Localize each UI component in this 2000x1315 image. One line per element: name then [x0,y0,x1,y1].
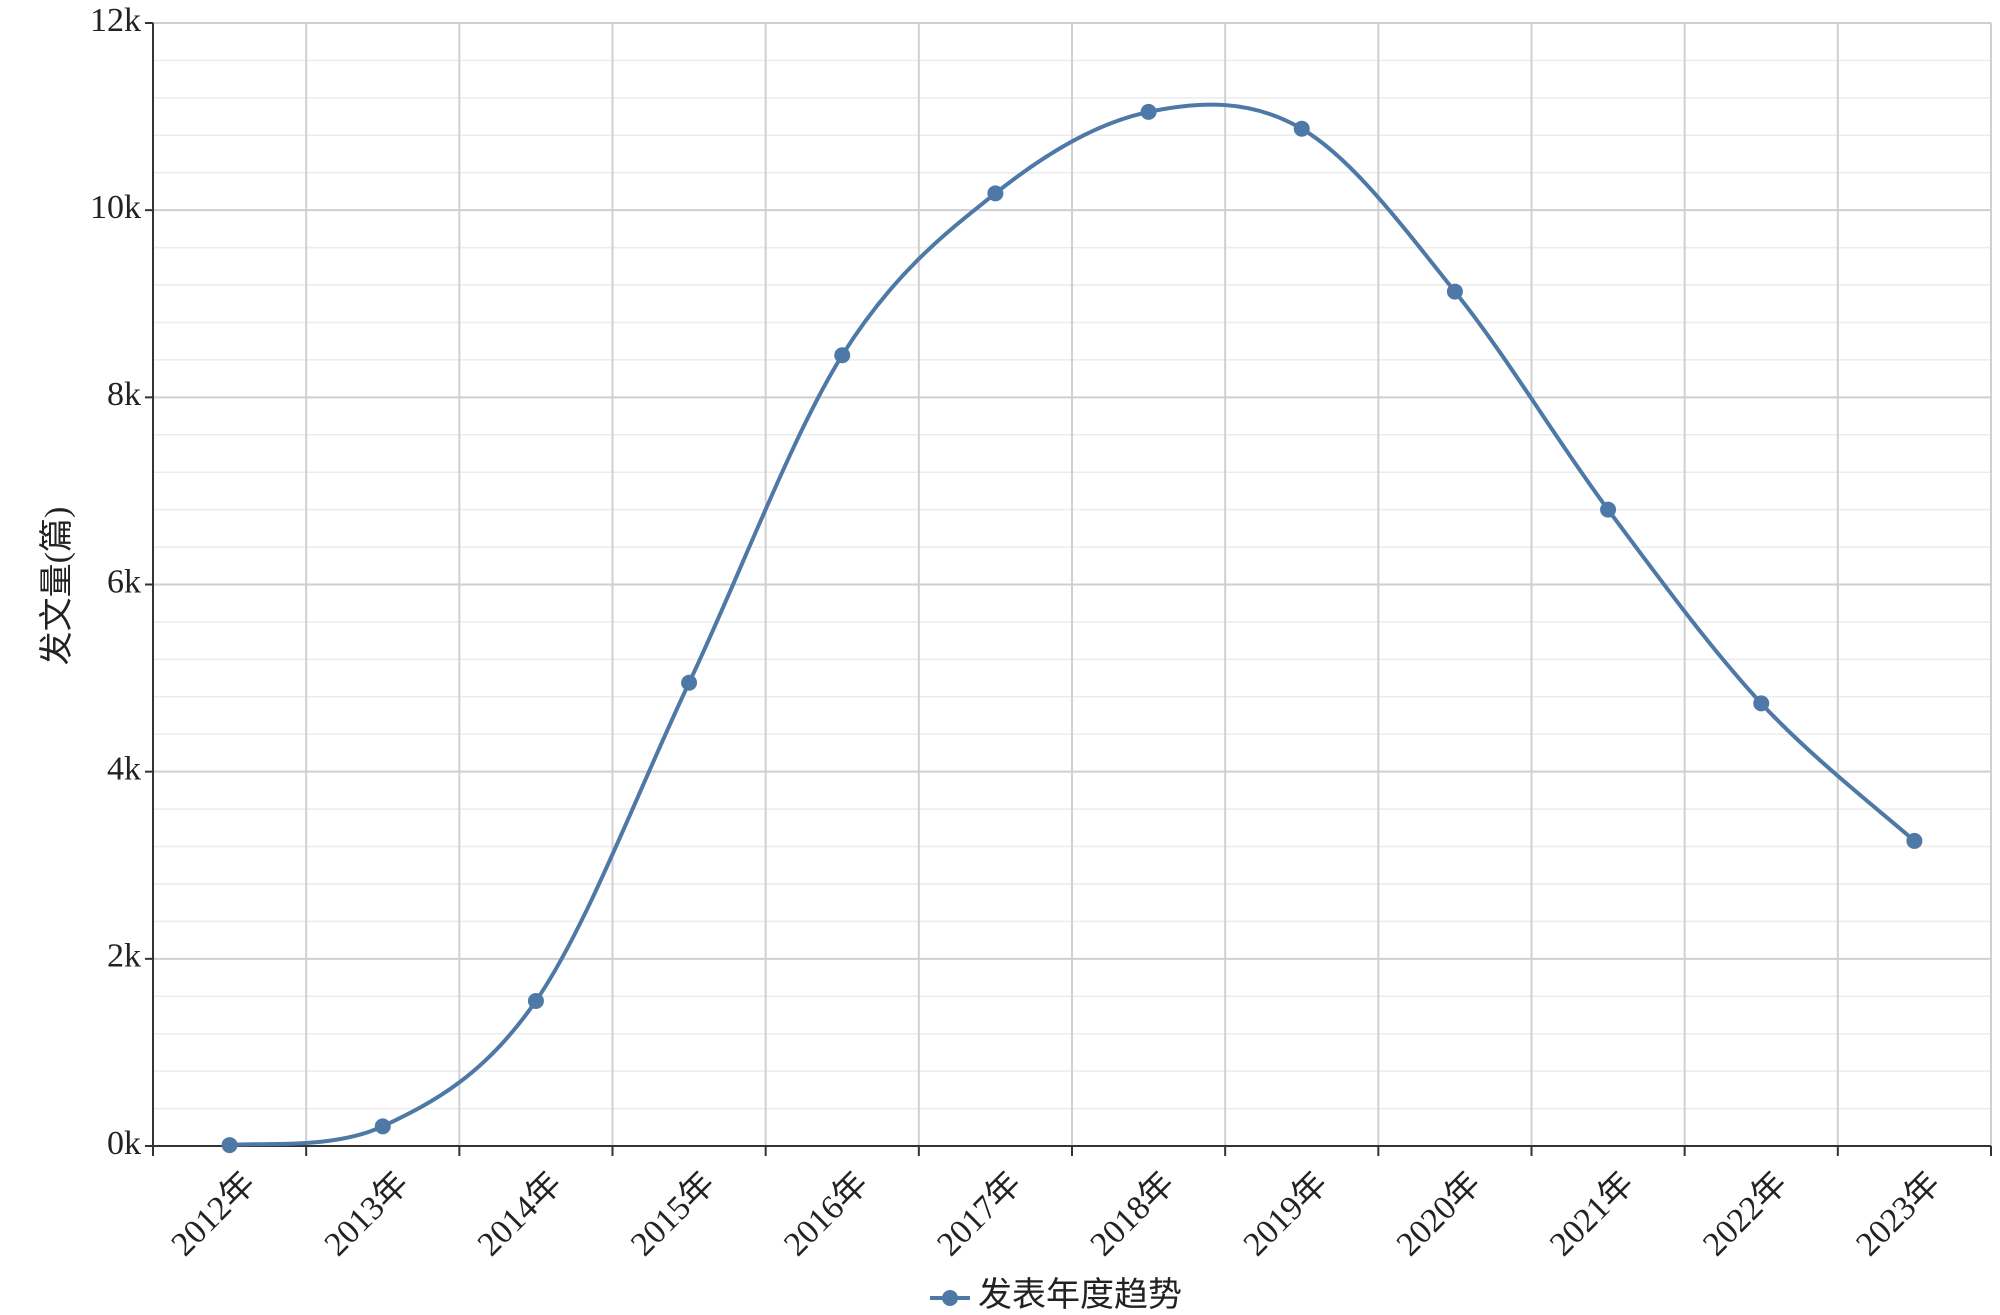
data-point [1293,120,1310,137]
data-point [221,1137,238,1154]
x-tick-label: 2018年 [1083,1164,1182,1263]
y-tick-label: 6k [107,563,141,600]
y-tick-label: 2k [107,938,141,975]
x-tick-label: 2017年 [930,1164,1029,1263]
x-tick-label: 2013年 [317,1164,416,1263]
x-tick-label: 2020年 [1389,1164,1488,1263]
y-tick-label: 8k [107,376,141,413]
data-point [1600,501,1617,518]
data-point [987,185,1004,202]
data-point [681,674,698,691]
x-tick-label: 2016年 [776,1164,875,1263]
legend-marker [942,1290,958,1306]
data-point [834,347,851,364]
y-axis-label: 发文量(篇) [38,507,76,666]
x-tick-label: 2019年 [1236,1164,1335,1263]
data-point [1753,695,1770,712]
y-tick-label: 10k [90,189,141,226]
x-tick-label: 2022年 [1695,1164,1794,1263]
y-tick-label: 4k [107,750,141,787]
y-tick-label: 0k [107,1125,141,1162]
data-point [527,992,544,1009]
x-tick-label: 2023年 [1849,1164,1948,1263]
x-tick-label: 2012年 [164,1164,263,1263]
data-point [1446,283,1463,300]
x-tick-label: 2014年 [470,1164,569,1263]
x-tick-label: 2015年 [623,1164,722,1263]
y-tick-label: 12k [90,2,141,39]
data-point [374,1118,391,1135]
data-point [1140,103,1157,120]
data-point [1906,832,1923,849]
x-tick-label: 2021年 [1542,1164,1641,1263]
legend-label: 发表年度趋势 [978,1276,1182,1314]
